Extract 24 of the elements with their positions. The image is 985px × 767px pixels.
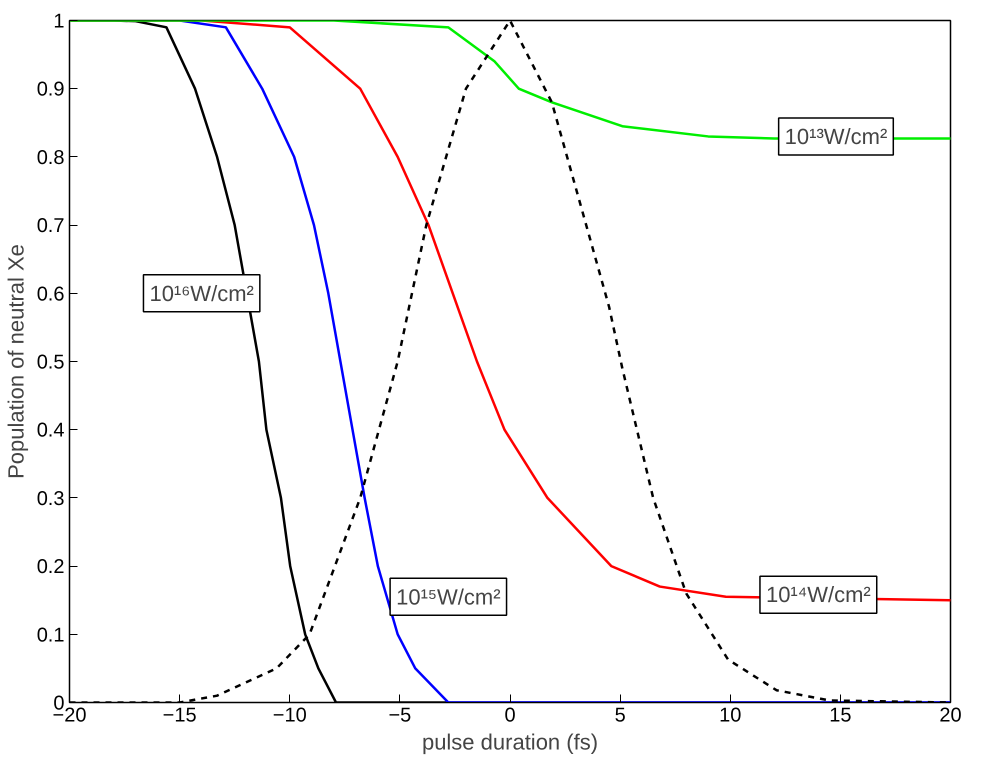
y-tick-label: 0.7 [36, 215, 65, 238]
x-tick-label: 10 [719, 704, 742, 726]
x-tick-label: −5 [388, 704, 412, 726]
annotation: 10¹⁵W/cm² [396, 584, 501, 610]
x-tick-label: 0 [504, 704, 516, 726]
y-tick-label: 0.5 [36, 352, 65, 374]
x-tick-label: −10 [272, 704, 307, 726]
y-tick-label: 0.1 [36, 624, 65, 646]
y-tick-label: 1 [53, 10, 64, 32]
y-tick-label: 0.9 [36, 78, 65, 101]
x-tick-label: −15 [162, 704, 197, 726]
x-tick-label: 5 [614, 704, 626, 726]
y-tick-label: 0.8 [36, 146, 65, 169]
annotation: 10¹³W/cm² [784, 124, 888, 149]
y-tick-label: 0.3 [36, 488, 65, 510]
x-tick-label: 20 [939, 704, 962, 726]
x-tick-label: 15 [829, 704, 852, 726]
y-tick-label: 0.4 [36, 420, 65, 442]
y-axis-title: Population of neutral Xe [4, 244, 29, 479]
annotation: 10¹⁶W/cm² [149, 280, 254, 306]
y-tick-label: 0.2 [36, 556, 65, 578]
annotation: 10¹⁴W/cm² [766, 582, 871, 608]
x-axis-title: pulse duration (fs) [422, 730, 598, 754]
y-tick-label: 0.6 [36, 283, 65, 306]
